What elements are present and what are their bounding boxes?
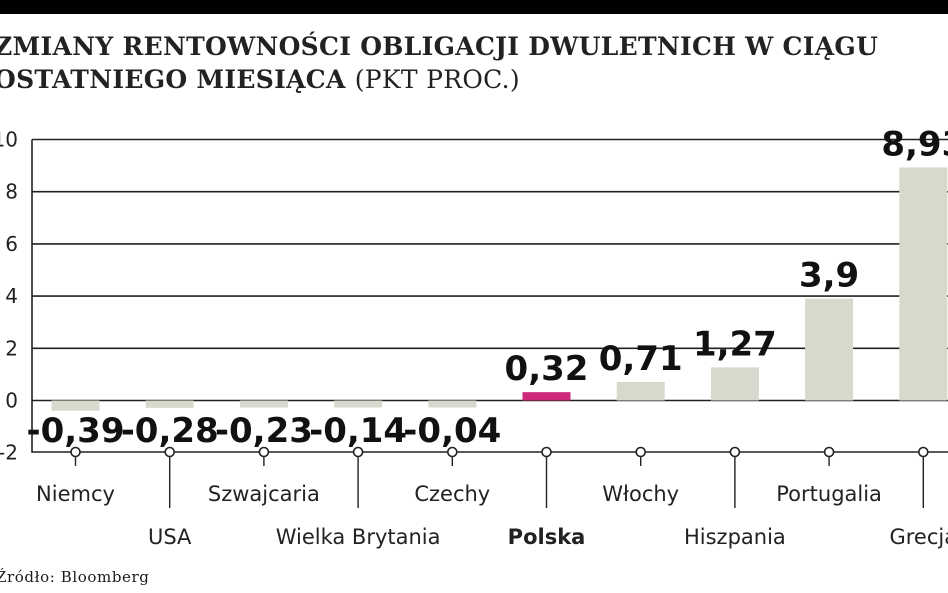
data-label: 0,71 [599, 339, 683, 379]
data-label: -0,04 [403, 411, 501, 451]
y-tick-label: 8 [5, 180, 18, 204]
bar-wielka-brytania [334, 400, 383, 408]
tick-marker [917, 446, 929, 458]
data-label: -0,39 [27, 411, 125, 451]
category-label: Czechy [414, 482, 490, 506]
chart-title-line1: ZMIANY RENTOWNOŚCI OBLIGACJI DWULETNICH … [0, 32, 879, 61]
category-label: Grecja [889, 525, 948, 549]
data-label: 8,93 [881, 124, 948, 164]
tick-marker [635, 446, 647, 458]
bar-niemcy [51, 400, 100, 411]
y-tick-label: 6 [5, 232, 18, 256]
category-label: Szwajcaria [208, 482, 320, 506]
tick-marker [258, 446, 270, 458]
tick-marker [70, 446, 81, 458]
data-label: 0,32 [505, 349, 589, 389]
data-label: -0,28 [121, 411, 219, 451]
data-label: 3,9 [799, 256, 859, 296]
tick-marker [541, 446, 552, 458]
category-label: Portugalia [776, 482, 882, 506]
category-label: Hiszpania [684, 525, 786, 549]
data-label: 1,27 [693, 324, 777, 364]
top-bar [0, 0, 948, 14]
bar-grecja [899, 167, 948, 401]
bar-włochy [616, 381, 665, 401]
bar-portugalia [805, 298, 854, 401]
category-label: USA [148, 525, 192, 549]
tick-marker [446, 446, 458, 458]
data-label: -0,14 [309, 411, 407, 451]
chart-title: ZMIANY RENTOWNOŚCI OBLIGACJI DWULETNICH … [0, 30, 948, 96]
bar-czechy [428, 400, 477, 408]
y-tick-label: 2 [5, 336, 18, 360]
bar-szwajcaria [239, 400, 288, 408]
category-label: Wielka Brytania [276, 525, 441, 549]
chart-title-line2: OSTATNIEGO MIESIĄCA (PKT PROC.) [0, 63, 948, 96]
y-tick-label: 10 [0, 128, 18, 152]
tick-marker [352, 446, 364, 458]
tick-marker [729, 446, 741, 458]
y-tick-label: 4 [5, 284, 18, 308]
chart-title-unit: (PKT PROC.) [354, 65, 520, 94]
source-note: Źródło: Bloomberg [0, 568, 150, 586]
y-tick-label: 0 [5, 389, 18, 413]
tick-marker [823, 446, 835, 458]
chart-title-line2-text: OSTATNIEGO MIESIĄCA [0, 65, 346, 94]
tick-marker [164, 446, 175, 458]
category-label: Polska [508, 525, 586, 549]
data-label: -0,23 [215, 411, 313, 451]
category-label: Niemcy [36, 482, 115, 506]
category-label: Włochy [602, 482, 679, 506]
bar-polska [522, 392, 571, 401]
bar-hiszpania [710, 367, 759, 401]
bar-usa [145, 400, 194, 408]
y-tick-label: -2 [0, 441, 18, 465]
